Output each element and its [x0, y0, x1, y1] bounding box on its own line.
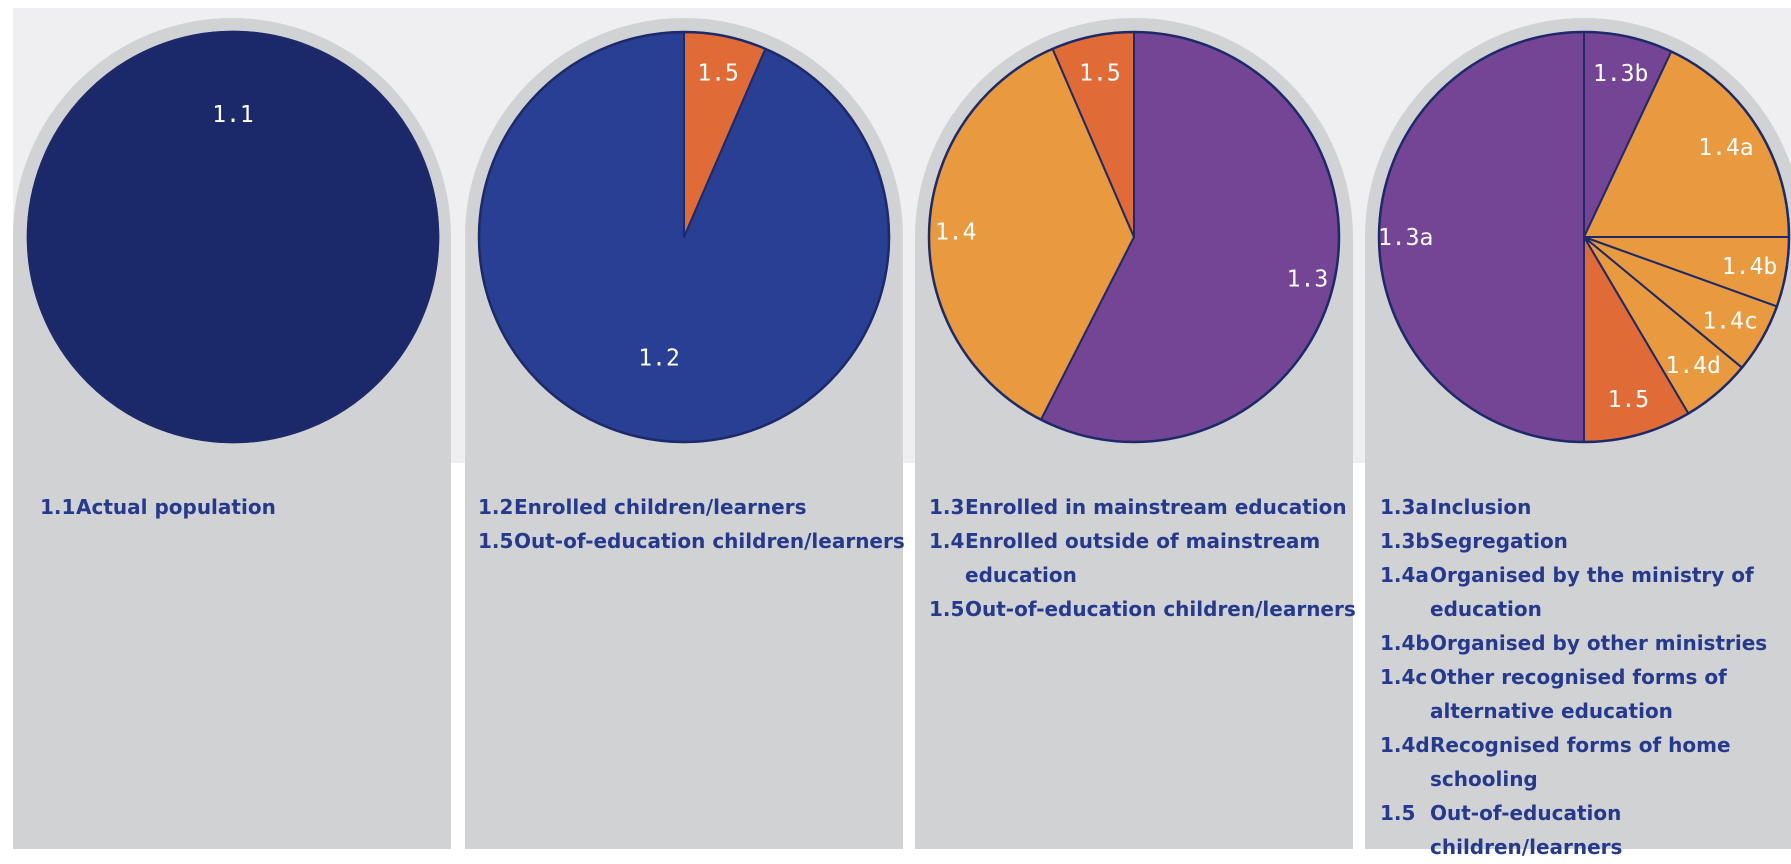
legend-code: 1.3a	[1380, 495, 1429, 519]
legend-item: 1.5 Out-of-education children/learners	[478, 524, 918, 558]
legend-label: Enrolled in mainstream education	[965, 495, 1347, 519]
legend-item: 1.1 Actual population	[40, 490, 460, 524]
legend-code: 1.1	[40, 495, 76, 519]
legend-label: Other recognised forms of alternative ed…	[1430, 665, 1727, 723]
pie-slice	[26, 30, 440, 444]
legend-item: 1.3b Segregation	[1380, 524, 1791, 558]
slice-label: 1.4a	[1698, 135, 1753, 161]
legend-code: 1.3	[929, 495, 965, 519]
slice-label: 1.4	[935, 219, 977, 245]
legend-label: Inclusion	[1430, 495, 1532, 519]
legend-code: 1.5	[929, 597, 965, 621]
pie-slice	[478, 31, 890, 443]
legend-item: 1.5 Out-of-education children/learners	[929, 592, 1359, 626]
slice-label: 1.5	[1079, 60, 1121, 86]
slice-label: 1.3b	[1593, 61, 1648, 87]
legend-label: Enrolled children/learners	[514, 495, 807, 519]
slice-label: 1.4b	[1722, 254, 1777, 280]
legend-label: Enrolled outside of mainstream education	[965, 529, 1321, 587]
pie-outline	[26, 30, 440, 444]
legend-item: 1.4c Other recognised forms of alternativ…	[1380, 660, 1791, 728]
legend-code: 1.3b	[1380, 529, 1430, 553]
legend-code: 1.4c	[1380, 665, 1428, 689]
slice-label: 1.5	[1608, 387, 1650, 413]
legend-label: Organised by other ministries	[1430, 631, 1768, 655]
legend-code: 1.4a	[1380, 563, 1429, 587]
legend-code: 1.5	[478, 529, 514, 553]
legend-item: 1.3 Enrolled in mainstream education	[929, 490, 1359, 524]
chart-legend: 1.2 Enrolled children/learners 1.5 Out-of-e…	[478, 490, 918, 558]
slice-label: 1.1	[212, 102, 254, 128]
legend-code: 1.4d	[1380, 733, 1430, 757]
chart-legend: 1.3a Inclusion 1.3b Segregation 1.4a Organise…	[1380, 490, 1791, 864]
legend-code: 1.4b	[1380, 631, 1430, 655]
pie-outline	[477, 30, 891, 444]
pie-outline	[1377, 30, 1791, 444]
legend-label: Actual population	[76, 495, 276, 519]
legend-item: 1.4 Enrolled outside of mainstream educat…	[929, 524, 1359, 592]
legend-code: 1.2	[478, 495, 514, 519]
legend-item: 1.3a Inclusion	[1380, 490, 1791, 524]
chart-legend: 1.1 Actual population	[40, 490, 460, 524]
legend-label: Organised by the ministry of education	[1430, 563, 1754, 621]
legend-label: Out-of-education children/learners	[965, 597, 1356, 621]
legend-label: Segregation	[1430, 529, 1568, 553]
legend-item: 1.5 Out-of-education children/learners	[1380, 796, 1791, 864]
slice-label: 1.2	[638, 345, 680, 371]
legend-code: 1.4	[929, 529, 965, 553]
slice-label: 1.3	[1287, 267, 1329, 293]
legend-item: 1.4a Organised by the ministry of educati…	[1380, 558, 1791, 626]
pie-outline	[927, 30, 1341, 444]
legend-item: 1.4d Recognised forms of home schooling	[1380, 728, 1791, 796]
legend-item: 1.2 Enrolled children/learners	[478, 490, 918, 524]
slice-label: 1.3a	[1378, 225, 1433, 251]
legend-item: 1.4b Organised by other ministries	[1380, 626, 1791, 660]
legend-label: Out-of-education children/learners	[514, 529, 905, 553]
chart-legend: 1.3 Enrolled in mainstream education 1.4 En…	[929, 490, 1359, 626]
slice-label: 1.4c	[1702, 308, 1757, 334]
legend-code: 1.5	[1380, 801, 1416, 825]
legend-label: Out-of-education children/learners	[1430, 801, 1623, 859]
legend-label: Recognised forms of home schooling	[1430, 733, 1731, 791]
slice-label: 1.4d	[1665, 353, 1720, 379]
slice-label: 1.5	[697, 60, 739, 86]
